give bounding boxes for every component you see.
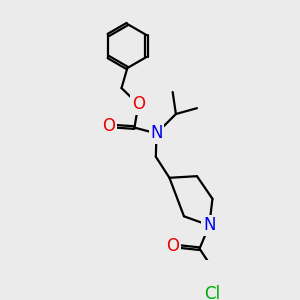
Text: O: O bbox=[132, 95, 145, 113]
Text: O: O bbox=[102, 117, 115, 135]
Text: N: N bbox=[150, 124, 163, 142]
Text: O: O bbox=[166, 237, 179, 255]
Text: N: N bbox=[203, 216, 215, 234]
Text: Cl: Cl bbox=[204, 285, 220, 300]
